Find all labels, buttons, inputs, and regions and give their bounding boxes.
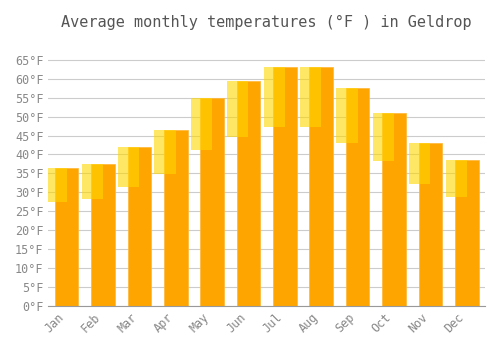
Bar bbox=[409, 143, 430, 184]
Bar bbox=[91, 164, 115, 306]
Bar bbox=[446, 160, 467, 197]
Bar bbox=[455, 160, 478, 306]
Bar bbox=[191, 98, 212, 150]
Bar bbox=[273, 68, 296, 306]
Bar bbox=[346, 88, 370, 306]
Bar bbox=[164, 130, 188, 306]
Bar bbox=[200, 98, 224, 306]
Bar bbox=[418, 143, 442, 306]
Bar bbox=[236, 80, 260, 306]
Bar bbox=[46, 168, 66, 202]
Bar bbox=[336, 88, 357, 142]
Bar bbox=[118, 147, 140, 187]
Title: Average monthly temperatures (°F ) in Geldrop: Average monthly temperatures (°F ) in Ge… bbox=[62, 15, 472, 30]
Bar bbox=[300, 68, 322, 127]
Bar bbox=[264, 68, 285, 127]
Bar bbox=[128, 147, 151, 306]
Bar bbox=[82, 164, 103, 200]
Bar bbox=[310, 68, 333, 306]
Bar bbox=[227, 80, 248, 137]
Bar bbox=[382, 113, 406, 306]
Bar bbox=[154, 130, 176, 174]
Bar bbox=[372, 113, 394, 161]
Bar bbox=[54, 168, 78, 306]
